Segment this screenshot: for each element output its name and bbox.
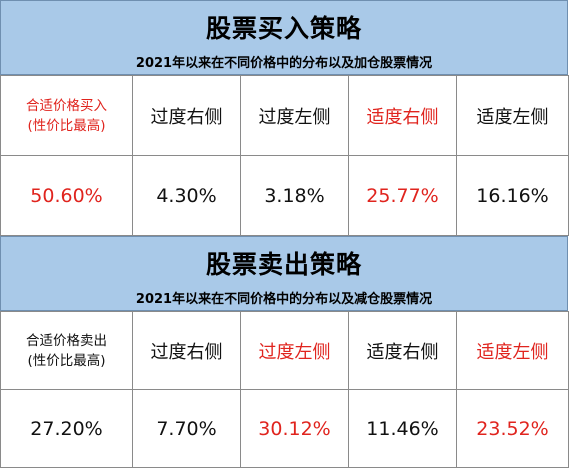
- sell-value-over-right: 7.70%: [132, 389, 241, 468]
- sell-strategy-section: 股票卖出策略 2021年以来在不同价格中的分布以及减仓股票情况 合适价格卖出 (…: [0, 236, 570, 469]
- buy-strategy-section: 股票买入策略 2021年以来在不同价格中的分布以及加仓股票情况 合适价格买入 (…: [0, 0, 569, 236]
- buy-header-row: 合适价格买入 (性价比最高) 过度右侧 过度左侧 适度右侧 适度左侧: [0, 75, 569, 156]
- buy-subtitle: 2021年以来在不同价格中的分布以及加仓股票情况: [135, 56, 433, 71]
- buy-title: 股票买入策略: [205, 14, 362, 43]
- buy-banner: 股票买入策略 2021年以来在不同价格中的分布以及加仓股票情况: [0, 0, 568, 75]
- sell-header-moderate-left: 适度左侧: [456, 311, 569, 390]
- sell-header-row: 合适价格卖出 (性价比最高) 过度右侧 过度左侧 适度右侧 适度左侧: [0, 311, 569, 390]
- buy-value-appropriate-price: 50.60%: [0, 155, 133, 236]
- sell-table: 合适价格卖出 (性价比最高) 过度右侧 过度左侧 适度右侧 适度左侧 27.20…: [0, 311, 569, 468]
- sell-value-appropriate-price: 27.20%: [0, 389, 133, 468]
- sell-header-over-right: 过度右侧: [132, 311, 241, 390]
- sell-title: 股票卖出策略: [205, 250, 362, 279]
- sell-value-moderate-left: 23.52%: [456, 389, 569, 468]
- sell-banner: 股票卖出策略 2021年以来在不同价格中的分布以及减仓股票情况: [0, 236, 568, 311]
- buy-header-over-right: 过度右侧: [132, 75, 241, 156]
- sell-value-over-left: 30.12%: [240, 389, 349, 468]
- sell-value-row: 27.20% 7.70% 30.12% 11.46% 23.52%: [0, 389, 569, 468]
- buy-header-over-left: 过度左侧: [240, 75, 349, 156]
- sell-header-moderate-right: 适度右侧: [348, 311, 457, 390]
- buy-table: 合适价格买入 (性价比最高) 过度右侧 过度左侧 适度右侧 适度左侧 50.60…: [0, 75, 569, 236]
- buy-value-moderate-right: 25.77%: [348, 155, 457, 236]
- sell-subtitle: 2021年以来在不同价格中的分布以及减仓股票情况: [135, 292, 433, 307]
- buy-value-moderate-left: 16.16%: [456, 155, 569, 236]
- sell-header-over-left: 过度左侧: [240, 311, 349, 390]
- buy-header-moderate-right: 适度右侧: [348, 75, 457, 156]
- sell-header-appropriate-price: 合适价格卖出 (性价比最高): [0, 311, 133, 390]
- buy-value-over-left: 3.18%: [240, 155, 349, 236]
- buy-header-appropriate-price: 合适价格买入 (性价比最高): [0, 75, 133, 156]
- buy-value-over-right: 4.30%: [132, 155, 241, 236]
- sell-value-moderate-right: 11.46%: [348, 389, 457, 468]
- buy-value-row: 50.60% 4.30% 3.18% 25.77% 16.16%: [0, 155, 569, 236]
- buy-header-moderate-left: 适度左侧: [456, 75, 569, 156]
